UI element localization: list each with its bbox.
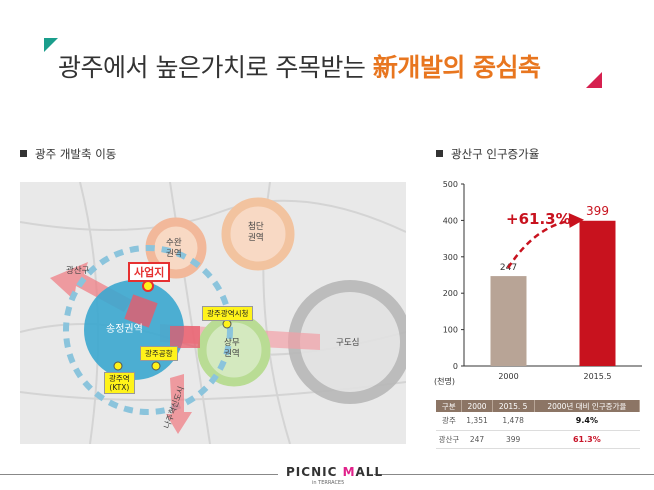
footer-divider-right — [374, 474, 654, 475]
corner-accent-teal — [44, 38, 58, 52]
x-tick-label: 2000 — [498, 372, 518, 381]
bar — [490, 276, 527, 366]
y-unit-label: (천명) — [434, 376, 455, 386]
site-label: 사업지 — [128, 262, 171, 282]
brand-subtitle: in TERRACE5 — [312, 480, 345, 486]
page-title: 광주에서 높은가치로 주목받는 新개발의 중심축 — [58, 48, 541, 84]
table-cell: 247 — [461, 430, 493, 449]
table-cell: 광산구 — [436, 430, 462, 449]
table-cell: 광주 — [436, 412, 462, 431]
brand-logo: PICNIC MALL — [286, 465, 383, 479]
zone-cheomdan: 첨단 권역 — [248, 222, 264, 243]
section-label-right: 광산구 인구증가율 — [436, 146, 539, 162]
table-cell: 1,351 — [461, 412, 493, 431]
table-cell: 1,478 — [492, 412, 535, 431]
zone-songjeong: 송정권역 — [106, 324, 143, 335]
population-chart: 0 100 200 300 400 500 247 2000 399 2015.5 +61.3%… — [420, 176, 646, 396]
table-cell: 399 — [492, 430, 535, 449]
development-axis-map: 광산구 수완 권역 첨단 권역 송정권역 상무 권역 구도심 광주광역시청 광주… — [20, 182, 406, 444]
district-label: 광산구 — [66, 266, 90, 276]
label-airport: 광주공항 — [140, 346, 178, 361]
y-tick-label: 200 — [443, 289, 458, 298]
bar-value-label: 399 — [586, 204, 609, 218]
zone-sangmu: 상무 권역 — [224, 338, 240, 359]
label-city-hall: 광주광역시청 — [202, 306, 254, 321]
table-header: 2015. 5 — [492, 400, 535, 412]
corner-accent-pink — [586, 72, 602, 88]
title-highlight: 新개발의 중심축 — [372, 53, 541, 82]
title-main: 광주에서 높은가치로 주목받는 — [58, 53, 373, 82]
footer-divider-left — [0, 474, 278, 475]
y-tick-label: 500 — [443, 180, 458, 189]
y-tick-label: 100 — [443, 326, 458, 335]
brand-m: M — [342, 465, 356, 479]
table-header: 2000 — [461, 400, 493, 412]
table-cell: 61.3% — [534, 430, 640, 449]
y-tick-label: 400 — [443, 216, 458, 225]
table-row: 광주 1,351 1,478 9.4% — [436, 412, 640, 431]
zone-old-city: 구도심 — [336, 338, 360, 348]
table-header: 2000년 대비 인구증가율 — [534, 400, 641, 412]
table-row: 광산구 247 399 61.3% — [436, 430, 640, 449]
x-tick-label: 2015.5 — [584, 372, 612, 381]
label-station: 광주역 (KTX) — [104, 372, 135, 394]
y-tick-label: 0 — [453, 362, 458, 371]
growth-annotation: +61.3% — [506, 210, 571, 228]
table-cell: 9.4% — [534, 412, 640, 431]
y-tick-label: 300 — [443, 253, 458, 262]
zone-suwan: 수완 권역 — [166, 238, 182, 259]
population-table: 구분 2000 2015. 5 2000년 대비 인구증가율 광주 1,351 … — [436, 400, 641, 449]
section-label-left: 광주 개발축 이동 — [20, 146, 116, 162]
bar — [579, 220, 616, 366]
growth-arrow — [506, 212, 584, 269]
brand-text-end: ALL — [355, 465, 384, 479]
table-header: 구분 — [436, 400, 463, 412]
table-header-row: 구분 2000 2015. 5 2000년 대비 인구증가율 — [436, 400, 641, 412]
brand-text: PICNIC — [286, 465, 343, 479]
